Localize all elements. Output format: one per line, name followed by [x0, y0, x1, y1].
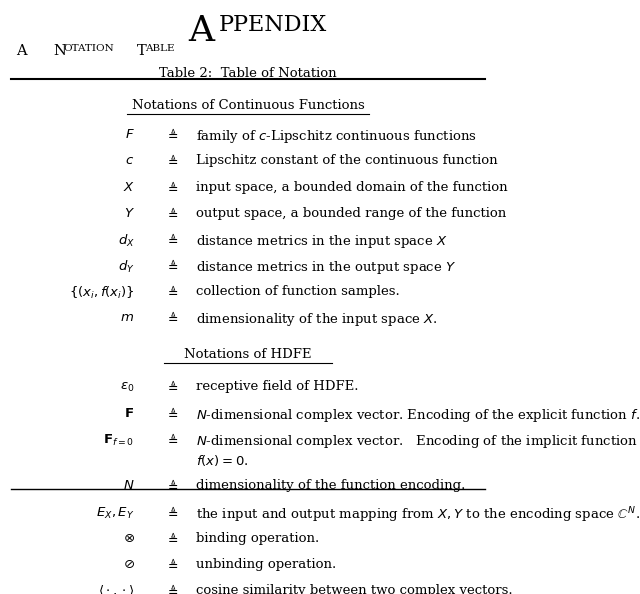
Text: dimensionality of the function encoding.: dimensionality of the function encoding.	[196, 479, 465, 492]
Text: Lipschitz constant of the continuous function: Lipschitz constant of the continuous fun…	[196, 154, 498, 168]
Text: $\triangleq$: $\triangleq$	[164, 584, 179, 594]
Text: $m$: $m$	[120, 311, 134, 324]
Text: distance metrics in the input space $X$: distance metrics in the input space $X$	[196, 233, 448, 250]
Text: $\triangleq$: $\triangleq$	[164, 181, 179, 194]
Text: $d_X$: $d_X$	[118, 233, 134, 249]
Text: N: N	[53, 45, 66, 58]
Text: $d_Y$: $d_Y$	[118, 259, 134, 275]
Text: the input and output mapping from $X, Y$ to the encoding space $\mathbb{C}^N$.: the input and output mapping from $X, Y$…	[196, 505, 640, 525]
Text: PPENDIX: PPENDIX	[218, 14, 326, 36]
Text: distance metrics in the output space $Y$: distance metrics in the output space $Y$	[196, 259, 456, 276]
Text: $\triangleq$: $\triangleq$	[164, 128, 179, 141]
Text: binding operation.: binding operation.	[196, 532, 319, 545]
Text: $\triangleq$: $\triangleq$	[164, 233, 179, 246]
Text: collection of function samples.: collection of function samples.	[196, 285, 400, 298]
Text: $\triangleq$: $\triangleq$	[164, 558, 179, 571]
Text: $f(x) = 0$.: $f(x) = 0$.	[196, 453, 249, 467]
Text: $\triangleq$: $\triangleq$	[164, 381, 179, 393]
Text: $F$: $F$	[125, 128, 134, 141]
Text: OTATION: OTATION	[63, 45, 114, 53]
Text: unbinding operation.: unbinding operation.	[196, 558, 337, 571]
Text: $\triangleq$: $\triangleq$	[164, 505, 179, 519]
Text: A: A	[16, 45, 27, 58]
Text: $\otimes$: $\otimes$	[122, 532, 134, 545]
Text: Notations of HDFE: Notations of HDFE	[184, 348, 312, 361]
Text: receptive field of HDFE.: receptive field of HDFE.	[196, 381, 358, 393]
Text: $Y$: $Y$	[124, 207, 134, 220]
Text: Notations of Continuous Functions: Notations of Continuous Functions	[131, 99, 364, 112]
Text: $\langle\cdot,\cdot\rangle$: $\langle\cdot,\cdot\rangle$	[98, 584, 134, 594]
Text: $\triangleq$: $\triangleq$	[164, 479, 179, 492]
Text: $\oslash$: $\oslash$	[122, 558, 134, 571]
Text: $\triangleq$: $\triangleq$	[164, 532, 179, 545]
Text: cosine similarity between two complex vectors.: cosine similarity between two complex ve…	[196, 584, 513, 594]
Text: $\triangleq$: $\triangleq$	[164, 285, 179, 298]
Text: $N$-dimensional complex vector.   Encoding of the implicit function: $N$-dimensional complex vector. Encoding…	[196, 433, 638, 450]
Text: $\triangleq$: $\triangleq$	[164, 311, 179, 324]
Text: $c$: $c$	[125, 154, 134, 168]
Text: $N$-dimensional complex vector. Encoding of the explicit function $f$.: $N$-dimensional complex vector. Encoding…	[196, 407, 640, 424]
Text: $\{(x_i, f(x_i)\}$: $\{(x_i, f(x_i)\}$	[68, 285, 134, 301]
Text: family of $c$-Lipschitz continuous functions: family of $c$-Lipschitz continuous funct…	[196, 128, 477, 146]
Text: input space, a bounded domain of the function: input space, a bounded domain of the fun…	[196, 181, 508, 194]
Text: $N$: $N$	[123, 479, 134, 492]
Text: $\triangleq$: $\triangleq$	[164, 259, 179, 272]
Text: $\triangleq$: $\triangleq$	[164, 407, 179, 419]
Text: $\mathbf{F}_{f=0}$: $\mathbf{F}_{f=0}$	[104, 433, 134, 448]
Text: $\triangleq$: $\triangleq$	[164, 154, 179, 168]
Text: dimensionality of the input space $X$.: dimensionality of the input space $X$.	[196, 311, 438, 328]
Text: output space, a bounded range of the function: output space, a bounded range of the fun…	[196, 207, 506, 220]
Text: $\triangleq$: $\triangleq$	[164, 207, 179, 220]
Text: Table 2:  Table of Notation: Table 2: Table of Notation	[159, 67, 337, 80]
Text: T: T	[137, 45, 147, 58]
Text: $X$: $X$	[123, 181, 134, 194]
Text: $\triangleq$: $\triangleq$	[164, 433, 179, 446]
Text: $\mathbf{F}$: $\mathbf{F}$	[125, 407, 134, 419]
Text: A: A	[189, 14, 215, 48]
Text: $E_X, E_Y$: $E_X, E_Y$	[96, 505, 134, 520]
Text: ABLE: ABLE	[145, 45, 174, 53]
Text: $\epsilon_0$: $\epsilon_0$	[120, 381, 134, 394]
